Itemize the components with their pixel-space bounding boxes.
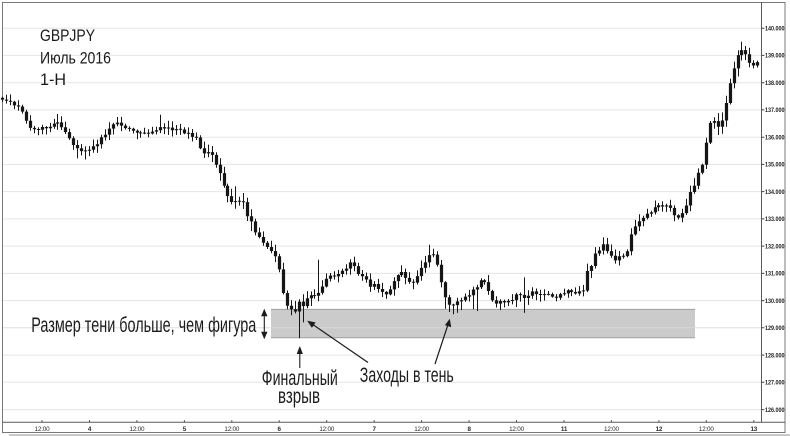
svg-text:131.000: 131.000 xyxy=(765,271,785,278)
svg-text:138.000: 138.000 xyxy=(765,80,785,87)
svg-text:12:00: 12:00 xyxy=(130,426,145,433)
svg-text:5: 5 xyxy=(183,426,187,433)
svg-text:126.000: 126.000 xyxy=(765,407,785,414)
svg-text:взрыв: взрыв xyxy=(278,385,320,408)
svg-text:11: 11 xyxy=(561,426,568,433)
svg-text:139.000: 139.000 xyxy=(765,53,785,60)
svg-text:GBPJPY: GBPJPY xyxy=(40,27,95,45)
svg-text:8: 8 xyxy=(467,426,471,433)
svg-text:Размер тени больше, чем фигура: Размер тени больше, чем фигура xyxy=(31,314,256,337)
svg-text:Заходы в тень: Заходы в тень xyxy=(360,364,454,387)
svg-text:12:00: 12:00 xyxy=(509,426,524,433)
svg-text:130.000: 130.000 xyxy=(765,298,785,305)
svg-text:135.000: 135.000 xyxy=(765,162,785,169)
svg-text:136.000: 136.000 xyxy=(765,135,785,142)
svg-text:128.000: 128.000 xyxy=(765,352,785,359)
svg-text:132.000: 132.000 xyxy=(765,243,785,250)
svg-text:137.000: 137.000 xyxy=(765,107,785,114)
svg-text:12:00: 12:00 xyxy=(414,426,429,433)
svg-text:129.000: 129.000 xyxy=(765,325,785,332)
svg-text:12:00: 12:00 xyxy=(224,426,239,433)
svg-text:13: 13 xyxy=(750,426,757,433)
svg-text:12:00: 12:00 xyxy=(319,426,334,433)
svg-text:Финальный: Финальный xyxy=(262,367,338,390)
svg-text:1-H: 1-H xyxy=(40,71,66,89)
svg-text:12:00: 12:00 xyxy=(35,426,50,433)
svg-text:4: 4 xyxy=(88,426,92,433)
svg-text:140.000: 140.000 xyxy=(765,26,785,33)
svg-text:134.000: 134.000 xyxy=(765,189,785,196)
svg-text:127.000: 127.000 xyxy=(765,380,785,387)
svg-text:12:00: 12:00 xyxy=(604,426,619,433)
svg-text:12: 12 xyxy=(656,426,663,433)
svg-text:Июль 2016: Июль 2016 xyxy=(40,50,111,68)
svg-text:7: 7 xyxy=(373,426,377,433)
svg-text:12:00: 12:00 xyxy=(699,426,714,433)
svg-text:133.000: 133.000 xyxy=(765,216,785,223)
svg-text:6: 6 xyxy=(278,426,282,433)
